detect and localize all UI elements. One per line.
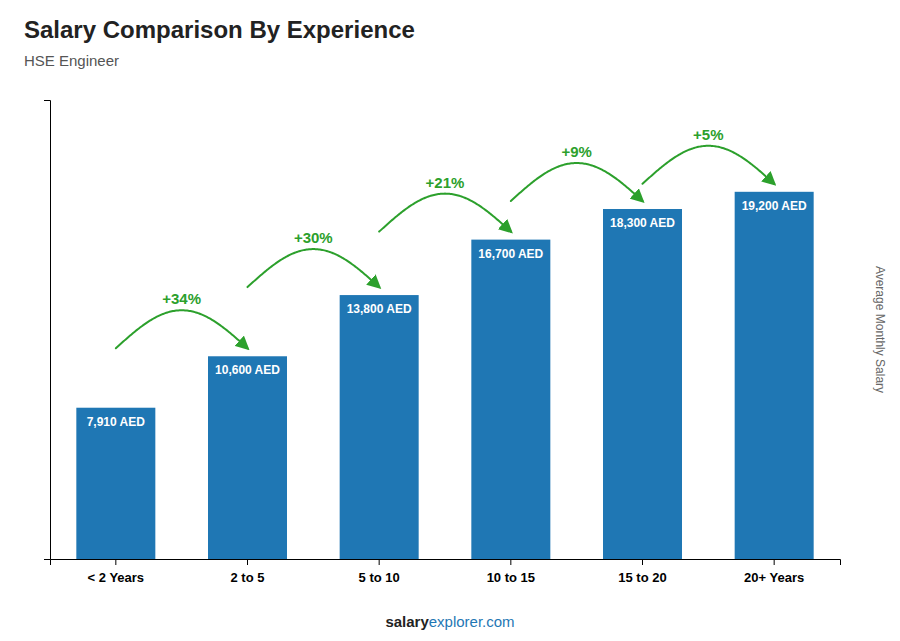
x-axis-line (51, 560, 841, 566)
x-tick: 5 to 10 (359, 559, 400, 585)
x-tick: 10 to 15 (487, 559, 535, 585)
bars (76, 192, 813, 559)
x-axis: < 2 Years 2 to 5 5 to 10 10 to 15 15 to 20 20… (51, 559, 841, 585)
change-label: +5% (693, 126, 723, 143)
y-axis (44, 101, 51, 560)
bar (603, 209, 682, 559)
x-tick-mark (247, 559, 248, 565)
bar (340, 295, 419, 559)
x-tick-mark (774, 559, 775, 565)
x-tick-label: 15 to 20 (618, 570, 666, 585)
x-tick-label: 20+ Years (744, 570, 804, 585)
change-arcs: +34% +30% +21% +9% +5% (116, 126, 774, 348)
x-tick: 2 to 5 (231, 559, 265, 585)
data-labels: 7,910 AED 10,600 AED 13,800 AED 16,700 AED 1… (87, 199, 807, 429)
y-label: Average Monthly Salary (873, 266, 887, 393)
footer: salaryexplorer.com (385, 613, 514, 630)
change-arc (116, 310, 248, 348)
x-tick-mark (510, 559, 511, 565)
bar (471, 240, 550, 559)
chart: Salary Comparison By Experience HSE Engin… (0, 0, 900, 641)
change-label: +34% (162, 290, 201, 307)
data-label: 19,200 AED (742, 199, 807, 213)
title: Salary Comparison By Experience (24, 16, 415, 43)
change-label: +30% (294, 229, 333, 246)
footer-part: explorer.com (429, 613, 515, 630)
data-label: 18,300 AED (610, 216, 675, 230)
change-arc (379, 194, 511, 232)
footer-part: salary (385, 613, 429, 630)
change-arc (248, 249, 380, 287)
plot: < 2 Years 2 to 5 5 to 10 10 to 15 15 to 20 20… (44, 101, 841, 586)
x-tick: 15 to 20 (618, 559, 666, 585)
change-arc (511, 163, 643, 201)
change-label: +9% (561, 143, 591, 160)
bar (208, 356, 287, 559)
x-tick: < 2 Years (88, 559, 145, 585)
change-arc (643, 146, 775, 184)
x-tick-mark (642, 559, 643, 565)
change-label: +21% (426, 174, 465, 191)
y-axis-line (44, 101, 51, 560)
x-tick-mark (115, 559, 116, 565)
data-label: 7,910 AED (87, 415, 146, 429)
bar (76, 408, 155, 559)
data-label: 13,800 AED (347, 302, 412, 316)
x-tick-label: 2 to 5 (231, 570, 265, 585)
bar (735, 192, 814, 559)
x-tick-label: 5 to 10 (359, 570, 400, 585)
data-label: 10,600 AED (215, 363, 280, 377)
x-tick: 20+ Years (744, 559, 804, 585)
x-tick-mark (379, 559, 380, 565)
x-tick-label: 10 to 15 (487, 570, 535, 585)
x-tick-label: < 2 Years (88, 570, 145, 585)
subtitle: HSE Engineer (24, 52, 119, 69)
data-label: 16,700 AED (478, 247, 543, 261)
